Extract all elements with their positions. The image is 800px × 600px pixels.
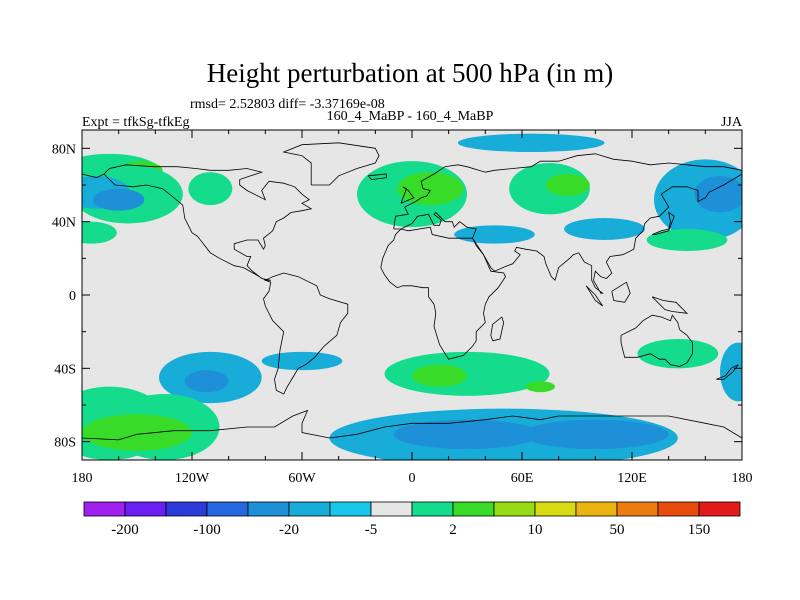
contour-region	[82, 221, 117, 244]
coastline	[282, 142, 380, 186]
colorbar-label: -200	[111, 522, 139, 538]
y-tick-label: 40N	[52, 216, 76, 231]
coastline	[652, 211, 675, 235]
colorbar-label: 10	[528, 522, 543, 538]
colorbar-swatch	[616, 501, 659, 517]
coastline	[400, 186, 415, 204]
x-tick-label: 60W	[288, 471, 316, 486]
coastline	[82, 409, 742, 441]
contour-region	[564, 218, 645, 240]
colorbar-swatch	[534, 501, 577, 517]
stats-text: rmsd= 2.52803 diff= -3.37169e-08	[190, 97, 385, 112]
coastline	[651, 296, 689, 314]
colorbar-swatch	[206, 501, 249, 517]
coastline	[380, 226, 506, 360]
colorbar-label: 2	[449, 522, 457, 538]
contour-region	[393, 419, 541, 450]
colorbar-label: -100	[193, 522, 221, 538]
colorbar-swatch	[698, 501, 741, 517]
x-tick-label: 180	[72, 471, 93, 486]
colorbar-swatch	[493, 501, 536, 517]
colorbar: -200 -100 -20 -5 2 10 50 150	[83, 501, 741, 538]
colorbar-swatch	[329, 501, 372, 517]
contour-region	[525, 381, 555, 393]
contour-region	[522, 419, 669, 450]
y-axis: 80N 40N 0 40S 80S	[52, 142, 742, 451]
contour-region	[82, 414, 192, 451]
contour-region	[637, 339, 719, 369]
colorbar-label: 50	[610, 522, 625, 538]
colorbar-label: -5	[365, 522, 378, 538]
coastline	[585, 285, 604, 307]
coastline	[620, 314, 693, 367]
coastline	[716, 364, 739, 380]
coastline	[103, 164, 313, 281]
coastlines	[82, 142, 742, 441]
colorbar-swatch	[411, 501, 454, 517]
colorbar-swatch	[452, 501, 495, 517]
case-label: 160_4_MaBP - 160_4_MaBP	[327, 109, 494, 124]
x-tick-label: 0	[409, 471, 416, 486]
contour-region	[184, 370, 229, 393]
colorbar-swatch	[288, 501, 331, 517]
colorbar-swatch	[575, 501, 618, 517]
colorbar-swatch	[124, 501, 167, 517]
colorbar-swatch	[165, 501, 208, 517]
y-tick-label: 40S	[54, 362, 76, 377]
experiment-label: Expt = tfkSg-tfkEg	[82, 115, 189, 130]
coastline	[82, 173, 105, 179]
contour-region	[412, 364, 467, 387]
colorbar-swatch	[657, 501, 700, 517]
chart-title: Height perturbation at 500 hPa (in m)	[207, 58, 613, 88]
contour-region	[646, 229, 728, 251]
contour-region	[93, 188, 145, 211]
contour-field	[82, 133, 742, 460]
x-tick-label: 60E	[511, 471, 534, 486]
colorbar-label: 150	[688, 522, 711, 538]
contour-region	[397, 172, 464, 206]
coastline	[393, 153, 742, 230]
contour-region	[261, 351, 343, 371]
x-tick-label: 120E	[617, 471, 647, 486]
x-axis: 180 120W 60W 0 60E 120E 180	[72, 130, 753, 486]
colorbar-swatch	[247, 501, 290, 517]
contour-region	[545, 174, 590, 196]
contour-region	[457, 133, 605, 152]
coastline	[393, 173, 742, 294]
coastline	[490, 316, 505, 342]
y-tick-label: 80N	[52, 142, 76, 157]
contour-region	[720, 342, 742, 402]
coastline	[611, 281, 631, 303]
x-tick-label: 120W	[175, 471, 210, 486]
contour-region	[188, 172, 233, 206]
y-tick-label: 0	[69, 289, 76, 304]
coastline	[263, 272, 349, 395]
colorbar-swatch	[370, 501, 413, 517]
y-tick-label: 80S	[54, 436, 76, 451]
x-tick-label: 180	[732, 471, 753, 486]
season-label: JJA	[721, 115, 743, 130]
contour-region	[384, 351, 550, 396]
colorbar-label: -20	[279, 522, 299, 538]
contour-region	[454, 225, 535, 244]
contour-region	[694, 175, 742, 213]
colorbar-swatch	[83, 501, 126, 517]
coastline	[367, 173, 387, 180]
